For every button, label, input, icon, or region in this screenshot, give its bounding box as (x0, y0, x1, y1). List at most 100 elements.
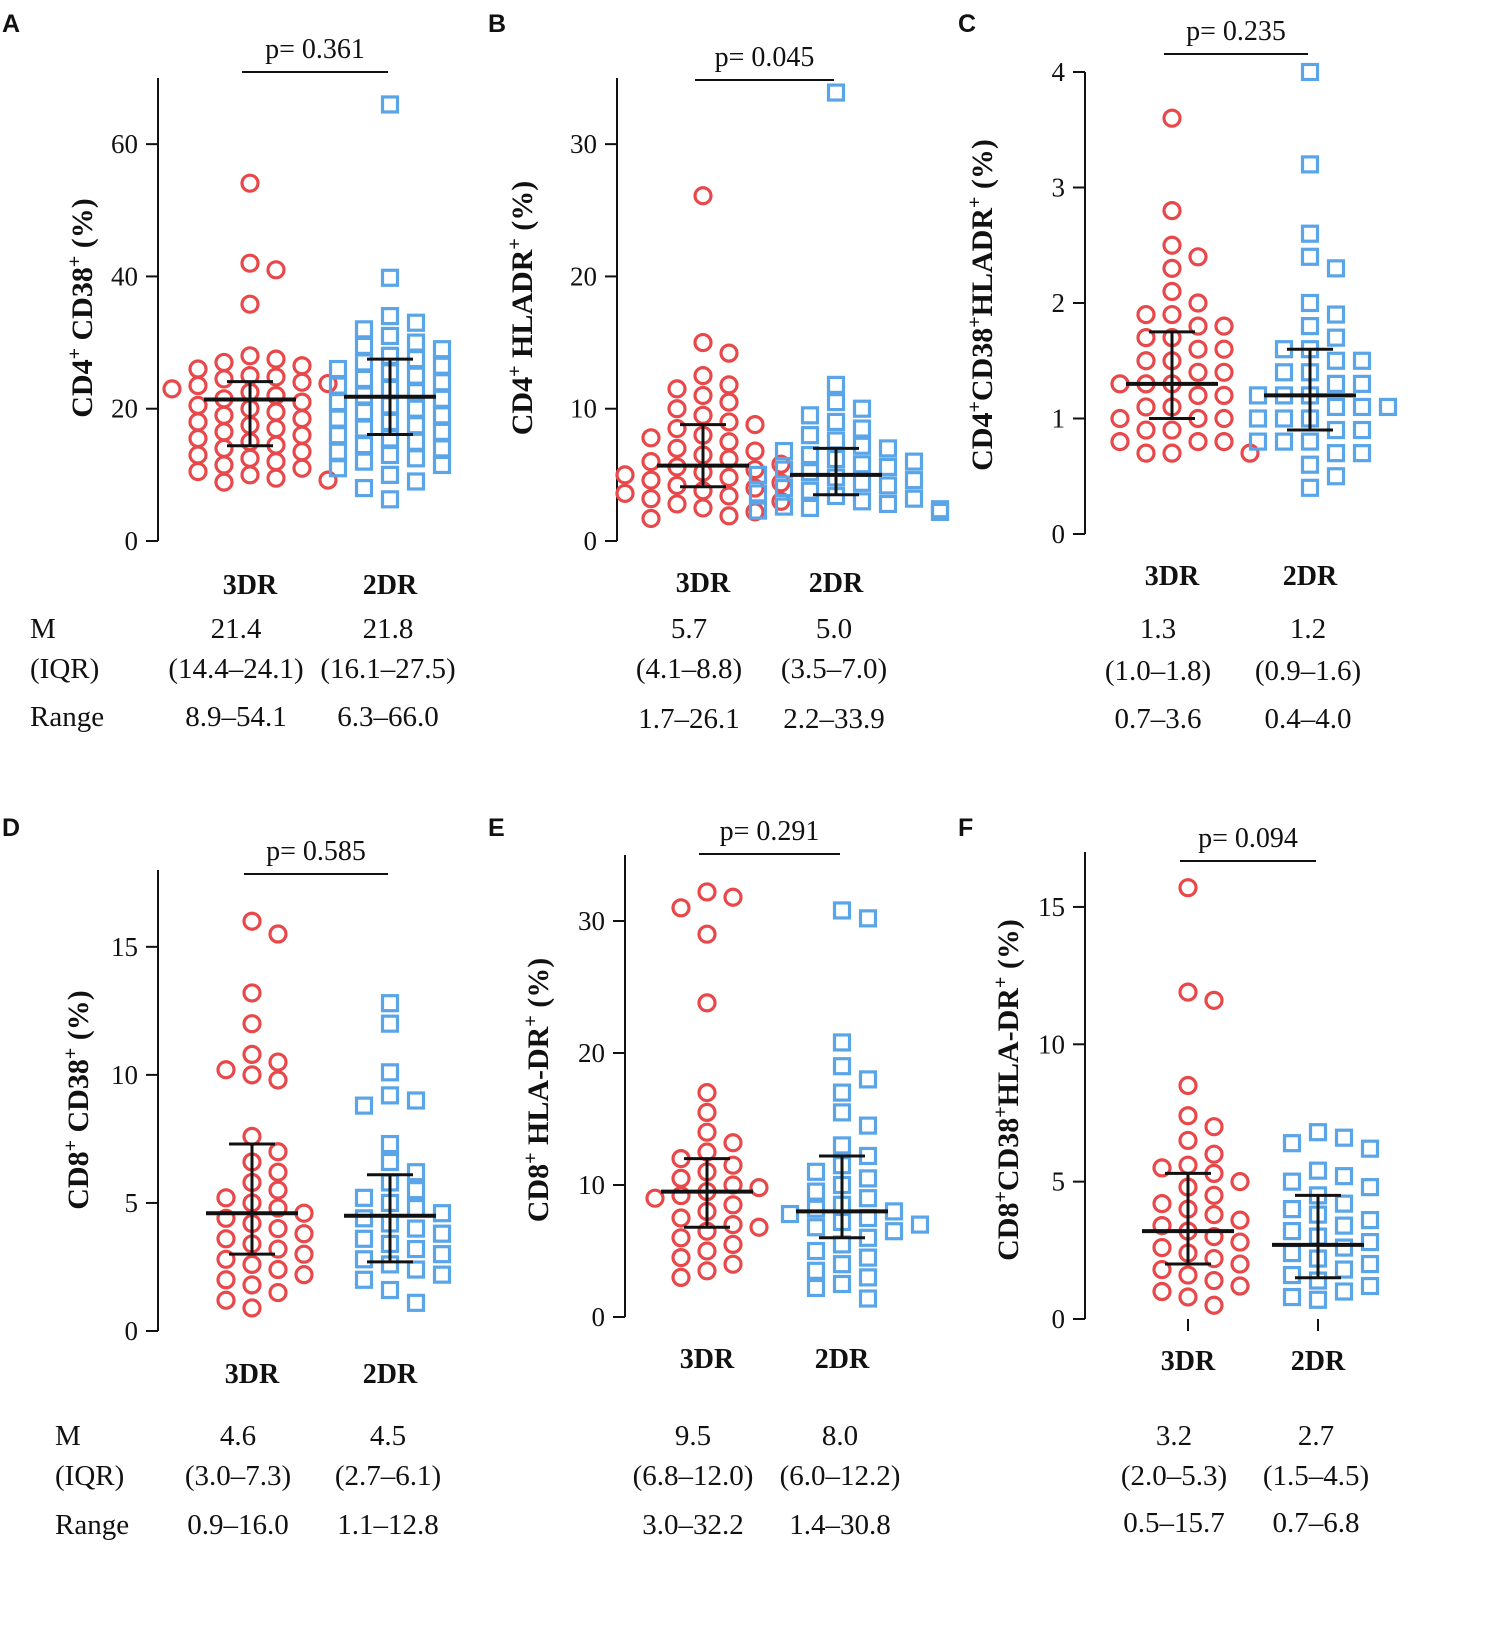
data-point-square (780, 1204, 800, 1224)
data-point-square (406, 1181, 426, 1200)
stat-range: 0.9–16.0 (187, 1509, 289, 1541)
stat-row-label: Range (55, 1509, 129, 1541)
data-point-circle (1136, 304, 1156, 325)
y-tick-label: 20 (570, 261, 597, 291)
data-point-circle (1204, 1117, 1224, 1137)
p-value-label: p= 0.045 (715, 42, 815, 73)
y-tick-label: 20 (111, 394, 138, 424)
stat-median: 2.7 (1298, 1420, 1334, 1452)
data-point-circle (1110, 408, 1130, 429)
data-point-square (1248, 386, 1268, 405)
data-point-circle (693, 366, 713, 386)
data-point-circle (242, 983, 262, 1003)
data-point-square (354, 402, 374, 422)
data-point-circle (188, 395, 208, 416)
panel-letter: A (2, 10, 20, 38)
stat-median: 3.2 (1156, 1420, 1192, 1452)
data-point-circle (1178, 982, 1198, 1002)
category-label: 3DR (223, 570, 278, 601)
data-point-square (800, 445, 820, 465)
series-2DR (328, 95, 452, 509)
data-point-square (354, 336, 374, 355)
data-point-square (800, 498, 820, 518)
data-point-circle (667, 494, 687, 514)
data-point-circle (697, 1261, 717, 1281)
data-point-square (858, 1169, 878, 1188)
y-tick-label: 0 (584, 526, 598, 556)
data-point-square (1300, 293, 1320, 313)
y-tick-label: 0 (125, 1316, 139, 1346)
y-tick-label: 20 (578, 1038, 605, 1068)
data-point-circle (1178, 1265, 1198, 1285)
stat-range: 1.4–30.8 (789, 1509, 891, 1541)
data-point-circle (268, 1052, 288, 1072)
data-point-square (354, 1250, 374, 1269)
data-point-square (884, 1222, 904, 1241)
data-point-square (878, 439, 898, 458)
y-axis-title-sup: + (60, 1140, 82, 1151)
data-point-circle (240, 294, 260, 314)
y-tick-label: 5 (1052, 1167, 1066, 1197)
stat-range: 3.0–32.2 (642, 1509, 744, 1541)
data-point-square (380, 445, 400, 465)
data-point-square (852, 473, 872, 492)
data-point-square (774, 478, 794, 498)
data-point-circle (1204, 1144, 1224, 1164)
data-point-square (406, 1219, 426, 1238)
y-axis-title-part: CD38 (66, 267, 99, 348)
y-axis-title-sup: + (964, 316, 986, 327)
data-point-circle (1136, 328, 1156, 348)
data-point-square (328, 459, 348, 478)
data-point-circle (266, 260, 286, 280)
p-value-label: p= 0.291 (720, 816, 820, 847)
stat-range: 6.3–66.0 (337, 701, 439, 733)
data-point-square (884, 1202, 904, 1221)
data-point-square (380, 1134, 400, 1154)
data-point-circle (188, 461, 208, 482)
data-point-circle (188, 359, 208, 379)
data-point-circle (294, 1203, 314, 1223)
data-point-circle (1136, 420, 1156, 440)
series-2DR (344, 994, 452, 1312)
data-point-square (354, 1209, 374, 1228)
category-label: 3DR (1161, 1346, 1216, 1377)
data-point-circle (697, 1122, 717, 1142)
data-point-square (826, 412, 846, 432)
data-point-square (406, 432, 426, 451)
data-point-circle (1214, 362, 1234, 382)
data-point-square (1300, 247, 1320, 266)
data-point-square (380, 994, 400, 1013)
data-point-circle (292, 458, 312, 478)
data-point-square (1300, 432, 1320, 451)
data-point-circle (216, 1290, 236, 1310)
series-3DR (1110, 108, 1260, 463)
category-label: 2DR (1283, 561, 1338, 592)
data-point-square (1352, 397, 1372, 417)
data-point-circle (1152, 1158, 1172, 1178)
data-point-square (1248, 432, 1268, 451)
data-point-circle (1136, 443, 1156, 463)
data-point-circle (1178, 1075, 1198, 1096)
data-point-square (832, 1274, 852, 1294)
data-point-circle (745, 459, 765, 480)
data-point-circle (723, 1214, 743, 1235)
data-point-circle (1214, 316, 1234, 336)
data-point-circle (318, 373, 338, 394)
data-point-square (1360, 1232, 1380, 1252)
stat-median: 21.8 (363, 613, 414, 645)
data-point-square (380, 1086, 400, 1105)
data-point-square (380, 268, 400, 287)
data-point-square (1326, 374, 1346, 393)
data-point-circle (719, 375, 739, 395)
data-point-square (826, 393, 846, 412)
data-point-square (852, 419, 872, 438)
data-point-circle (697, 1082, 717, 1103)
data-point-square (406, 399, 426, 418)
data-point-square (878, 476, 898, 495)
data-point-square (1282, 1265, 1302, 1285)
category-label: 3DR (225, 1359, 280, 1390)
p-value-label: p= 0.235 (1186, 16, 1286, 47)
data-point-square (1300, 224, 1320, 243)
